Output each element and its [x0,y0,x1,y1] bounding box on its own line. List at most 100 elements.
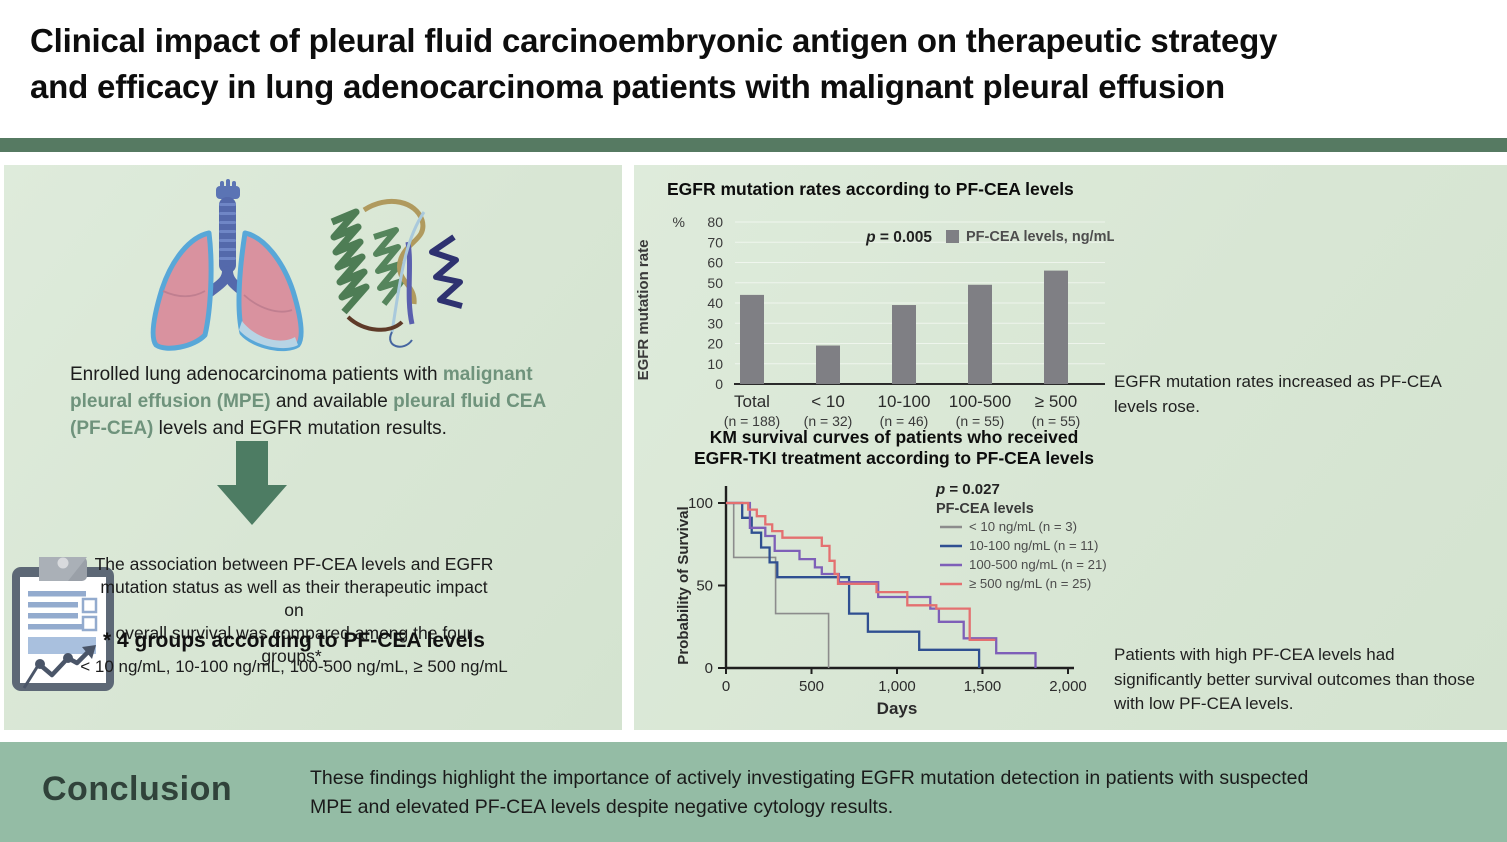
bar [740,294,764,384]
clipboard-chart-icon [12,557,114,691]
bar-caption-line: EGFR mutation rates increased as PF-CEA [1114,372,1442,391]
enrollment-part3: levels and EGFR mutation results. [153,418,447,439]
x-axis-title: Days [877,699,918,718]
x-category-label: 100-500 [949,392,1011,411]
legend-entry-label: 10-100 ng/mL (n = 11) [969,538,1098,553]
cea-protein-illustration [330,198,463,348]
legend-title: PF-CEA levels [936,501,1034,517]
clipboard-checkbox-1 [81,597,98,614]
protein-strand-violet [405,241,415,325]
enrollment-part1: Enrolled lung adenocarcinoma patients wi… [70,364,443,385]
bar [1044,270,1068,384]
km-chart-title-line1: KM survival curves of patients who recei… [709,427,1079,447]
p-value-label: p = 0.027 [935,481,1000,498]
x-tick-label: 0 [722,678,730,695]
protein-helix-green-1 [330,208,370,315]
pleural-effusion-shape [239,321,298,349]
enrollment-highlight-mpe: malignant pleural effusion (MPE) [70,364,533,412]
bar [968,284,992,384]
km-chart-title: KM survival curves of patients who recei… [634,427,1154,469]
km-chart-caption: Patients with high PF-CEA levels had sig… [1114,643,1507,717]
y-axis-title: EGFR mutation rate [635,240,652,381]
study-design-panel: Enrolled lung adenocarcinoma patients wi… [4,165,622,730]
protein-loop [389,331,413,348]
y-tick-label: 70 [707,234,723,250]
bar-chart-title: EGFR mutation rates according to PF-CEA … [667,179,1074,199]
survival-curve [726,501,996,642]
legend-entry-label: ≥ 500 ng/mL (n = 25) [969,576,1091,591]
x-category-label: ≥ 500 [1035,392,1077,411]
x-tick-label: 2,000 [1049,678,1087,695]
conclusion-text-line: MPE and elevated PF-CEA levels despite n… [310,796,894,818]
km-caption-line: significantly better survival outcomes t… [1114,669,1475,689]
km-chart-svg: 0 50 100 0 500 1,000 1,500 2,000 Days Probability… [675,481,1107,718]
x-tick-label: 500 [799,678,824,695]
association-line: The association between PF-CEA levels an… [94,554,494,574]
p-value-label: p = 0.005 [865,229,932,246]
conclusion-label: Conclusion [42,770,233,808]
down-arrow [217,441,287,525]
survival-curve [726,502,830,668]
x-count-label: (n = 55) [956,413,1005,429]
y-tick-label: 0 [715,376,723,392]
y-axis-title: Probability of Survival [675,506,692,664]
legend-label: PF-CEA levels, ng/mL [966,229,1114,245]
protein-strand-brown [346,315,404,332]
legend-entry-label: < 10 ng/mL (n = 3) [969,519,1077,534]
page-title-line2: and efficacy in lung adenocarcinoma pati… [30,68,1226,105]
title-divider-bar [0,138,1507,152]
x-count-label: (n = 46) [880,413,929,429]
groups-heading: * 4 groups according to PF-CEA levels [103,629,485,652]
association-line: overall survival was compared among the … [115,623,473,666]
bar-chart-caption: EGFR mutation rates increased as PF-CEA … [1114,370,1499,419]
x-category-label: < 10 [811,392,845,411]
survival-curve [726,501,981,668]
x-count-label: (n = 188) [724,413,780,429]
association-text: The association between PF-CEA levels an… [89,553,499,668]
y-tick-label: 0 [705,660,713,677]
association-line: mutation status as well as their therape… [100,577,488,620]
y-tick-label: 50 [707,275,723,291]
clipboard-checkbox-2 [81,615,98,632]
lung-lobes [150,230,304,352]
results-panel: EGFR mutation rates according to PF-CEA … [634,165,1507,730]
x-category-label: Total [734,392,770,411]
y-tick-label: 100 [688,495,713,512]
x-tick-label: 1,500 [964,678,1002,695]
bar [816,345,840,384]
km-caption-line: with low PF-CEA levels. [1114,694,1294,713]
conclusion-text: These findings highlight the importance … [310,764,1500,822]
protein-ribbon-tan [362,198,426,305]
page-title: Clinical impact of pleural fluid carcino… [30,18,1470,110]
y-tick-label: 60 [707,255,723,271]
y-tick-label: 10 [707,356,723,372]
y-tick-label: 40 [707,295,723,311]
clipboard-text-lines [28,591,86,630]
x-category-label: 10-100 [878,392,931,411]
lungs-illustration [150,179,304,352]
x-count-label: (n = 55) [1032,413,1081,429]
conclusion-text-line: These findings highlight the importance … [310,767,1309,789]
legend-swatch [946,230,959,243]
bar-chart-svg: 0 10 20 30 40 50 60 70 80% EGFR mutation rate Tota… [635,215,1114,429]
km-chart-title-line2: EGFR-TKI treatment according to PF-CEA l… [694,448,1094,468]
percent-symbol: % [673,215,685,230]
protein-helix-green-2 [373,227,405,306]
enrollment-highlight-pfcea: pleural fluid CEA (PF-CEA) [70,391,546,439]
km-caption-line: Patients with high PF-CEA levels had [1114,645,1395,664]
legend-entry-label: 100-500 ng/mL (n = 21) [969,557,1107,572]
bar [892,305,916,384]
x-count-label: (n = 32) [804,413,853,429]
y-tick-label: 50 [696,578,713,595]
y-tick-label: 80 [707,215,723,230]
clipboard-trend-chart [22,645,96,689]
y-tick-label: 20 [707,336,723,352]
groups-list: < 10 ng/mL, 10-100 ng/mL, 100-500 ng/mL,… [80,657,508,676]
conclusion-bar: Conclusion These findings highlight the … [0,742,1507,842]
enrollment-text: Enrolled lung adenocarcinoma patients wi… [70,361,570,442]
enrollment-part2: and available [270,391,394,412]
x-tick-label: 1,000 [878,678,916,695]
protein-strand-lightblue [390,211,426,333]
protein-ribbon-navy [429,234,463,309]
